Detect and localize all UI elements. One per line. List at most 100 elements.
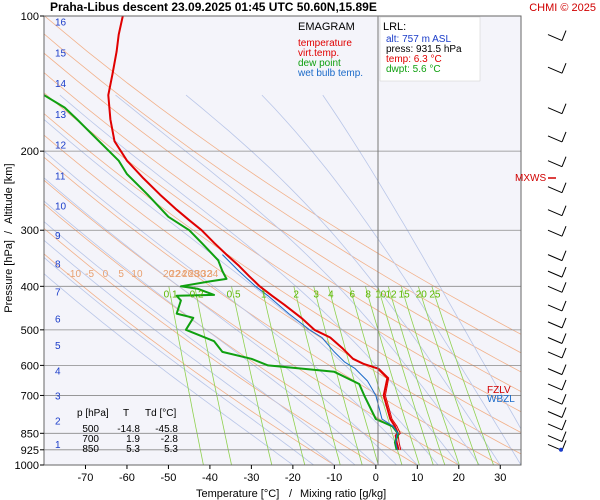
moist-adiabat [44,273,294,465]
table-row-p: 700 [82,434,99,445]
moist-adiabat [44,239,335,465]
x-tick-label: -40 [202,472,218,484]
mixing-ratio-label: 12 [386,290,398,301]
theta-label: 20 [163,269,175,280]
altitude-label: 6 [55,315,61,326]
mxws-label: MXWS [515,173,546,184]
wind-barb-flag [561,347,567,359]
wind-barb-staff [547,397,563,405]
wind-barb-flag [561,379,567,391]
y-tick-label: 850 [21,428,39,440]
wind-barb-flag [561,333,567,344]
mixing-ratio-label: 0.5 [227,290,241,301]
altitude-label: 1 [55,440,61,451]
lrl-alt: alt: 757 m ASL [386,34,451,45]
altitude-label: 10 [55,202,67,213]
wind-barb-staff [547,368,563,376]
x-axis-title-mix: Mixing ratio [g/kg] [300,488,386,500]
mixing-ratio-label: 25 [429,290,441,301]
theta-label: 34 [207,269,219,280]
lrl-box: LRL: alt: 757 m ASL press: 931.5 hPa tem… [379,16,481,82]
legend-dew-point: dew point [298,58,341,69]
mixing-ratio-label: 10 [375,290,387,301]
wind-barb-flag [561,131,567,143]
altitude-label: 5 [55,341,61,352]
x-tick-label: -70 [78,472,94,484]
wind-barb-staff [547,383,563,391]
wind-barb-flag [561,431,567,442]
credit-text: CHMI © 2025 [529,2,596,14]
y-tick-label: 1000 [15,460,39,472]
level-markers: MXWS FZLV WBZL [487,173,556,405]
theta-label: 32 [201,269,213,280]
x-axis-title-sep: / [289,488,293,500]
y-axis-title-sep: / [3,230,15,234]
mixing-ratio-label: 4 [328,290,334,301]
wind-barb-flag [561,394,567,405]
theta-label: -5 [85,269,94,280]
altitude-label: 2 [55,416,61,427]
wind-barb-flag [561,282,567,293]
y-tick-label: 300 [21,225,39,237]
legend-temperature: temperature [298,38,352,49]
wind-barb-staff [547,337,563,344]
wind-barb-flag [561,266,567,278]
table-row-p: 850 [82,444,99,455]
moist-adiabat [44,256,314,465]
moist-adiabat [59,94,460,465]
mixing-ratio-label: 2 [293,290,299,301]
x-tick-label: -20 [285,472,301,484]
y-tick-label: 100 [21,11,39,23]
legend: EMAGRAM temperature virt.temp. dew point… [297,21,363,79]
dry-adiabat [44,72,521,392]
moist-adiabat [261,94,521,465]
mixing-ratio-label: 1 [261,290,267,301]
y-tick-label: 600 [21,360,39,372]
altitude-label: 8 [55,260,61,271]
wind-barb-flag [561,407,567,418]
wind-barb-flag [561,156,567,167]
wbzl-label: WBZL [487,394,515,405]
summary-table: p [hPa] T Td [°C] 500 -14.8 -45.8 700 1.… [77,408,178,455]
y-tick-label: 925 [21,445,39,457]
fzlv-label: FZLV [487,385,511,396]
wind-barb-staff [547,411,563,418]
moist-adiabat [44,177,397,465]
y-tick-label: 500 [21,325,39,337]
wind-barb-flag [561,300,567,312]
table-header-t: T [123,408,129,419]
legend-wet-bulb: wet bulb temp. [297,68,363,79]
wind-barb-flag [561,205,567,216]
wind-barb-staff [547,435,563,443]
table-row-t: 5.3 [126,444,140,455]
x-axis-title-temp: Temperature [°C] [196,488,279,500]
theta-label: -10 [67,269,82,280]
wind-barb-flag [561,419,567,431]
dry-adiabat [44,16,521,335]
wind-barb-flag [561,103,567,114]
y-axis-title-alt: Altitude [km] [3,163,15,224]
wind-barb-flag [561,226,567,237]
dry-adiabat [44,33,521,354]
table-row-td: -2.8 [161,434,179,445]
wind-barb-staff [547,107,563,115]
altitude-label: 11 [55,171,66,182]
legend-title: EMAGRAM [298,21,355,33]
series-line-dew-point [44,94,399,451]
theta-label: 10 [131,269,143,280]
theta-label: 26 [182,269,194,280]
wind-barb-flag [561,364,567,375]
series-line-virt-temp- [364,363,402,450]
lrl-title: LRL: [383,21,406,33]
wind-barb-flag [561,62,567,74]
wind-barb-staff [547,270,563,278]
moist-adiabat [322,94,521,430]
wind-barb-staff [547,285,563,293]
wind-barb-staff [547,351,563,359]
series-line-wet-bulb-temp- [222,254,399,450]
moist-adiabat [44,221,356,465]
altitude-label: 12 [55,141,67,152]
x-tick-label: -50 [160,472,176,484]
